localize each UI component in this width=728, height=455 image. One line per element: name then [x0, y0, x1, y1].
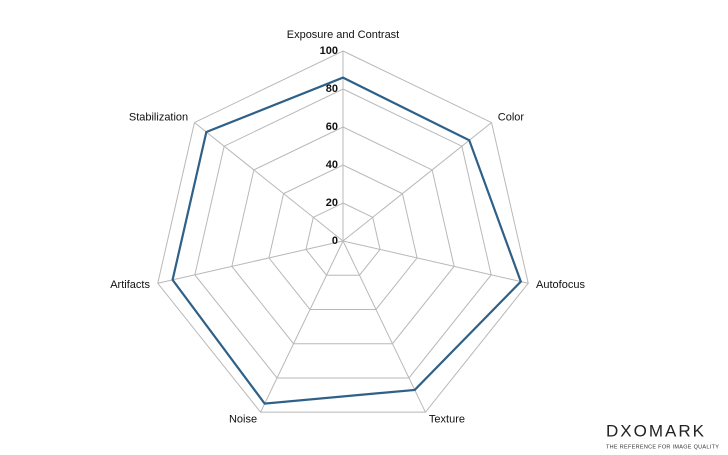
grid-ring	[305, 202, 381, 276]
r-tick-label: 20	[326, 197, 338, 209]
axis-label: Noise	[229, 413, 257, 425]
r-tick-label: 0	[332, 235, 338, 247]
r-tick-label: 100	[320, 45, 338, 57]
spoke	[194, 122, 344, 242]
brand-tagline: THE REFERENCE FOR IMAGE QUALITY	[606, 444, 719, 450]
grid-ring	[268, 164, 418, 310]
axis-label: Color	[498, 111, 525, 123]
r-tick-label: 40	[326, 159, 338, 171]
grid-ring	[194, 88, 492, 379]
r-tick-label: 80	[326, 83, 338, 95]
spoke	[157, 240, 344, 284]
data-line	[171, 76, 523, 405]
spoke	[342, 122, 492, 242]
r-tick-label: 60	[326, 121, 338, 133]
spoke	[260, 240, 344, 413]
axis-label: Artifacts	[110, 279, 150, 291]
grid-ring	[157, 50, 529, 413]
spoke	[342, 240, 529, 284]
axis-label: Autofocus	[536, 279, 585, 291]
axis-label: Stabilization	[129, 111, 188, 123]
axis-label: Texture	[429, 413, 465, 425]
grid-ring	[231, 126, 455, 345]
spoke	[342, 240, 426, 413]
brand-logo: DXOMARK	[606, 421, 706, 440]
axis-label: Exposure and Contrast	[287, 29, 400, 41]
